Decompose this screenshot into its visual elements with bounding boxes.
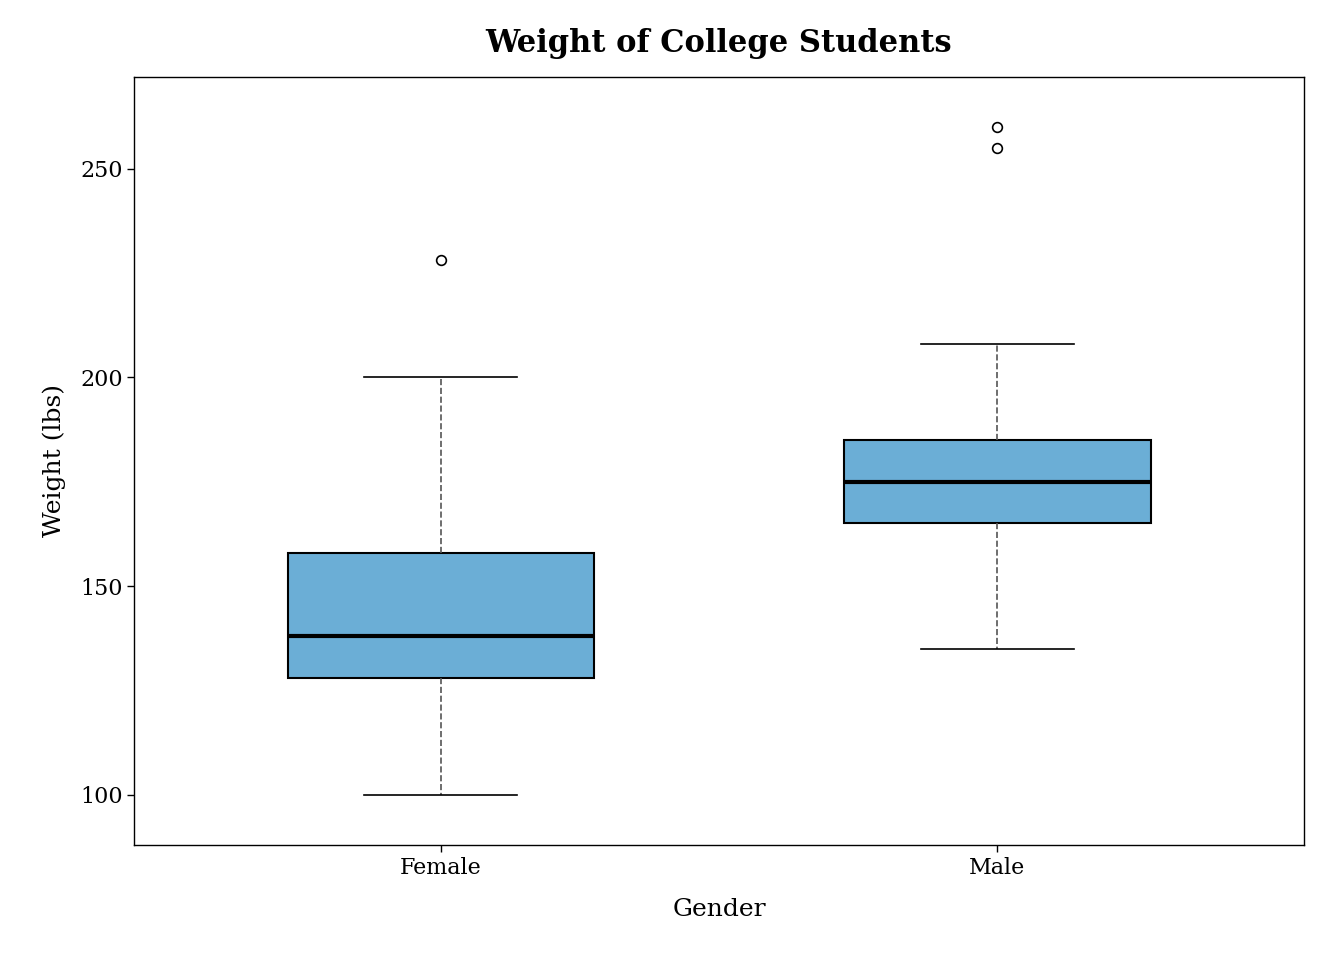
- X-axis label: Gender: Gender: [672, 898, 766, 921]
- Title: Weight of College Students: Weight of College Students: [485, 28, 953, 59]
- Y-axis label: Weight (lbs): Weight (lbs): [43, 384, 66, 538]
- PathPatch shape: [844, 440, 1150, 523]
- PathPatch shape: [288, 553, 594, 678]
